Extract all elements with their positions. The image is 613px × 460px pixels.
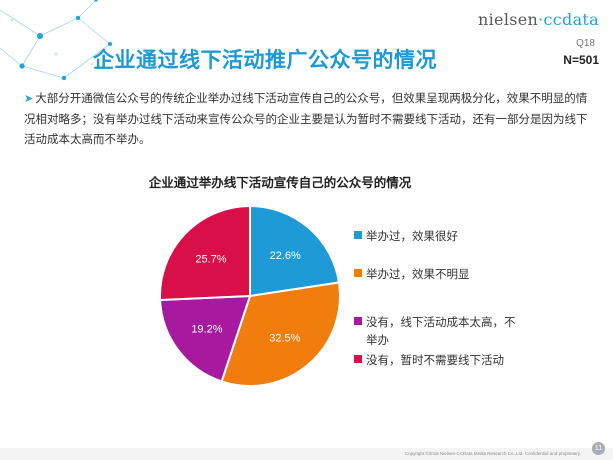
- legend-label-1: 举办过，效果不明显: [366, 267, 470, 281]
- copyright-text: Copyright ©2016 Nielsen-CCData Media Res…: [404, 451, 581, 456]
- pie-slice-label-2: 19.2%: [191, 324, 222, 336]
- pie-slice-label-1: 32.5%: [269, 332, 300, 344]
- pie-chart: 22.6% 32.5% 19.2% 25.7%: [159, 204, 341, 387]
- footer-bar: [0, 448, 613, 460]
- legend-swatch-3: [354, 355, 362, 363]
- description-text: 大部分开通微信公众号的传统企业举办过线下活动宣传自己的公众号，但效果呈现两极分化…: [24, 91, 588, 146]
- legend-swatch-2: [354, 317, 362, 325]
- bullet-arrow-icon: ➤: [24, 92, 34, 105]
- pie-slice-1: [220, 281, 341, 387]
- pie-slice-0: [249, 204, 341, 298]
- legend-swatch-0: [354, 231, 362, 239]
- pie-slice-label-3: 25.7%: [195, 254, 226, 266]
- chart-title: 企业通过举办线下活动宣传自己的公众号的情况: [148, 175, 412, 190]
- legend-label-0: 举办过，效果很好: [366, 229, 458, 243]
- legend-label-3: 没有，暂时不需要线下活动: [366, 353, 504, 367]
- page-title: 企业通过线下活动推广公众号的情况: [93, 48, 437, 72]
- network-decoration-graphic: [0, 0, 112, 81]
- question-number: Q18: [576, 38, 595, 49]
- sample-size: N=501: [563, 53, 599, 67]
- pie-slice-label-0: 22.6%: [270, 250, 301, 262]
- nielsen-ccdata-logo: nielsen·ccdata: [478, 10, 599, 29]
- pie-slice-3: [159, 204, 251, 302]
- page-number-badge: 11: [592, 442, 605, 455]
- description-paragraph: ➤ 大部分开通微信公众号的传统企业举办过线下活动宣传自己的公众号，但效果呈现两极分…: [24, 88, 598, 149]
- legend-label-2: 没有，线下活动成本太高，不举办: [366, 315, 516, 347]
- legend-swatch-1: [354, 269, 362, 277]
- pie-slice-2: [159, 294, 252, 383]
